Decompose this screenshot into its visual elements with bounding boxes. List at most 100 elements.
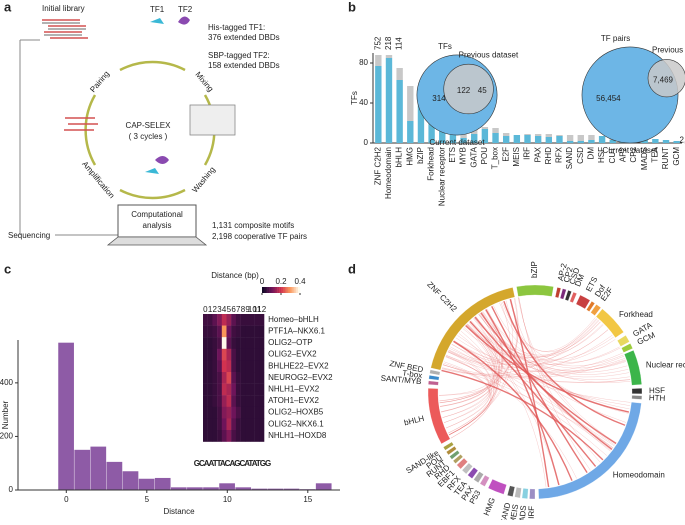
x-tick-label: IRF xyxy=(523,147,532,160)
histogram-bar xyxy=(235,487,252,490)
label: Washing xyxy=(190,165,217,194)
heatmap-cell xyxy=(259,418,265,431)
heatmap-cell xyxy=(217,395,222,407)
heatmap-cell xyxy=(221,348,227,361)
row-label: OLIG2–NKX6.1 xyxy=(268,419,324,428)
bar-segment xyxy=(556,135,563,136)
family-arc xyxy=(569,291,578,303)
row-label: OLIG2–OTP xyxy=(268,338,312,347)
heatmap-cell xyxy=(226,337,232,349)
x-tick-label: PAX xyxy=(533,146,542,162)
heatmap-cell xyxy=(240,406,246,419)
venn-value: 2,307 xyxy=(680,136,685,145)
heatmap-cell xyxy=(240,337,246,349)
label: 2,198 cooperative TF pairs xyxy=(212,232,307,241)
colorbar xyxy=(279,287,282,293)
bar-segment xyxy=(502,136,510,143)
family-label: MADS xyxy=(517,505,528,520)
bar-segment xyxy=(481,129,489,143)
annotation: 114 xyxy=(395,37,404,50)
colorbar xyxy=(298,287,301,293)
row-label: NHLH1–EVX2 xyxy=(268,385,320,394)
label: analysis xyxy=(143,221,172,230)
heatmap-cell xyxy=(245,406,251,419)
family-label: IRF xyxy=(527,506,536,519)
colorbar-label: 0 xyxy=(260,277,265,286)
histogram-bar xyxy=(170,487,187,490)
y-tick-label: 400 xyxy=(0,378,14,387)
column-label: 8 xyxy=(241,305,246,314)
bar-segment xyxy=(385,55,393,58)
heatmap-cell xyxy=(212,395,218,407)
chord xyxy=(499,302,596,352)
chord xyxy=(449,325,497,436)
heatmap-cell xyxy=(254,383,260,396)
chord xyxy=(478,314,601,356)
row-label: OLIG2–HOXB5 xyxy=(268,408,324,417)
x-tick-label: TEA xyxy=(650,146,659,162)
chord xyxy=(448,316,501,434)
heatmap-cell xyxy=(254,418,260,431)
chord xyxy=(453,340,615,447)
heatmap-cell xyxy=(254,348,260,361)
heatmap-cell xyxy=(207,337,213,349)
chord xyxy=(478,313,628,373)
column-label: 6 xyxy=(231,305,236,314)
heatmap-cell xyxy=(240,325,246,338)
bar-segment xyxy=(428,114,435,143)
chord xyxy=(448,349,623,372)
heatmap-cell xyxy=(217,348,222,361)
heatmap-cell xyxy=(203,348,208,361)
chord xyxy=(439,309,503,404)
heatmap-cell xyxy=(207,314,213,326)
heatmap-cell xyxy=(245,395,251,407)
heatmap-cell xyxy=(203,430,208,442)
heatmap-cell xyxy=(207,372,213,384)
venn-set xyxy=(443,63,494,115)
heatmap-cell xyxy=(240,360,246,373)
heatmap-cell xyxy=(250,383,255,396)
heatmap-cell xyxy=(203,383,208,396)
chord xyxy=(480,312,613,450)
label: TF2 xyxy=(178,5,193,14)
heatmap-cell xyxy=(250,395,255,407)
heatmap-cell xyxy=(207,383,213,396)
family-arc xyxy=(452,454,464,464)
row-label: ATOH1–EVX2 xyxy=(268,396,319,405)
venn-value: 45 xyxy=(478,86,487,95)
family-arc xyxy=(456,457,468,470)
column-label: 9 xyxy=(245,305,250,314)
heatmap-cell xyxy=(259,337,265,349)
heatmap-cell xyxy=(235,395,241,407)
heatmap-cell xyxy=(250,406,255,419)
chord xyxy=(442,325,496,418)
heatmap-cell xyxy=(250,337,255,349)
x-tick-label: HMG xyxy=(405,147,414,166)
family-arc xyxy=(443,441,454,451)
heatmap-cell xyxy=(212,337,218,349)
colorbar xyxy=(281,287,284,293)
x-tick-label: 15 xyxy=(303,495,312,504)
row-label: Homeo–bHLH xyxy=(268,315,319,324)
heatmap-cell xyxy=(235,383,241,396)
family-arc xyxy=(479,474,490,487)
heatmap-cell xyxy=(231,337,237,349)
chord xyxy=(449,333,495,436)
bar-segment xyxy=(534,134,542,136)
bar-segment xyxy=(588,135,595,140)
heatmap-cell xyxy=(235,348,241,361)
bar-segment xyxy=(641,140,648,143)
x-tick-label: DM xyxy=(587,147,596,160)
column-label: 10 xyxy=(248,305,257,314)
x-tick-label: GCM xyxy=(672,147,681,166)
label: Amplification xyxy=(80,159,116,200)
chord xyxy=(518,297,591,471)
family-label: AP-2 xyxy=(556,262,569,282)
y-tick-label: 0 xyxy=(364,138,369,147)
heatmap-cell xyxy=(240,395,246,407)
label: Computational xyxy=(131,210,183,219)
heatmap-cell xyxy=(231,360,237,373)
family-arc xyxy=(529,488,536,500)
heatmap-cell xyxy=(259,325,265,338)
heatmap-cell xyxy=(254,314,260,326)
